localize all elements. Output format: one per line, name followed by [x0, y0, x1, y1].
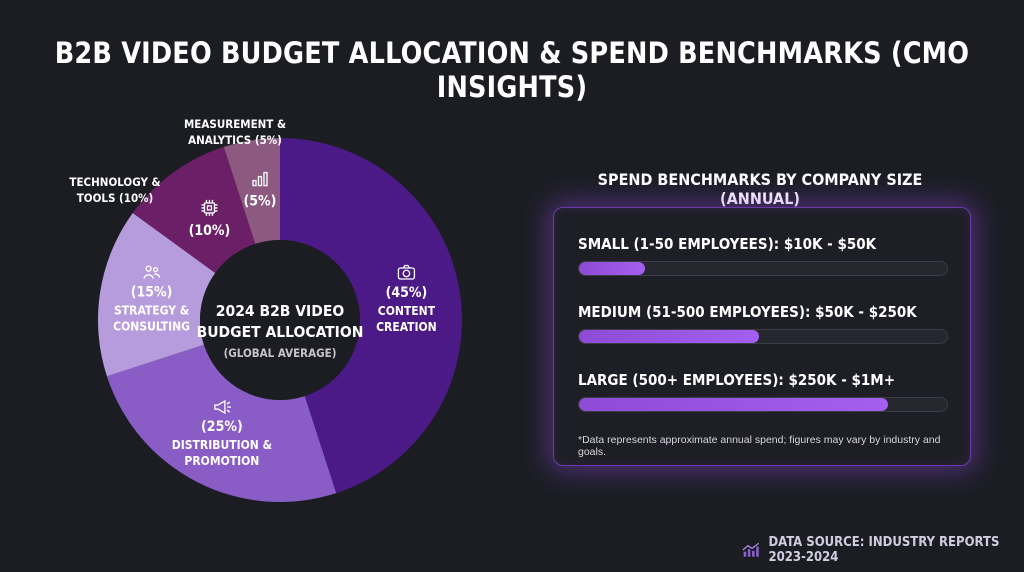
- benchmark-fill-large: [579, 398, 889, 411]
- technology-tools-name-line-1: TECHNOLOGY &: [69, 175, 160, 189]
- trend-chart-icon: [742, 542, 760, 557]
- slice-strategy-consulting: [97, 213, 216, 377]
- page-title: B2B VIDEO BUDGET ALLOCATION & SPEND BENC…: [54, 36, 970, 104]
- slice-icons: [143, 171, 416, 415]
- strategy-consulting-pct-label: (15%): [131, 285, 173, 301]
- center-title-line-2: BUDGET ALLOCATION: [197, 323, 364, 341]
- benchmark-track-medium: [578, 329, 948, 344]
- people-icon: [143, 265, 161, 279]
- center-title-line-1: 2024 B2B VIDEO: [216, 302, 345, 320]
- distribution-promotion-pct-label: (25%): [201, 419, 243, 435]
- donut-hole: [200, 240, 360, 400]
- technology-tools-name-line-2: TOOLS (10%): [77, 191, 154, 205]
- benchmarks-title: SPEND BENCHMARKS BY COMPANY SIZE (ANNUAL…: [597, 170, 923, 208]
- distribution-promotion-name-line-1: DISTRIBUTION &: [172, 438, 272, 452]
- slice-technology-tools: [132, 146, 256, 273]
- bar-chart-icon: [252, 171, 268, 187]
- benchmarks-footnote: *Data represents approximate annual spen…: [578, 434, 941, 458]
- technology-tools-pct-label: (10%): [189, 223, 231, 239]
- megaphone-icon: [214, 399, 231, 415]
- data-source-text: DATA SOURCE: INDUSTRY REPORTS 2023-2024: [768, 535, 1000, 565]
- distribution-promotion-name-line-2: PROMOTION: [184, 454, 259, 468]
- benchmark-label-large: LARGE (500+ EMPLOYEES): $250K - $1M+: [578, 371, 896, 389]
- slice-distribution-promotion: [106, 344, 337, 502]
- content-creation-pct-label: (45%): [386, 285, 428, 301]
- benchmarks-panel: SMALL (1-50 EMPLOYEES): $10K - $50K MEDI…: [553, 207, 971, 466]
- content-creation-name-line-1: CONTENT: [378, 304, 436, 318]
- benchmark-fill-medium: [579, 330, 760, 343]
- slice-labels: (45%) CONTENT CREATION (25%) DISTRIBUTION & P…: [69, 117, 436, 468]
- content-creation-name-line-2: CREATION: [376, 320, 437, 334]
- benchmark-track-large: [578, 397, 948, 412]
- center-subtitle: (GLOBAL AVERAGE): [224, 346, 337, 360]
- slice-measurement-analytics: [223, 138, 280, 244]
- benchmark-label-small: SMALL (1-50 EMPLOYEES): $10K - $50K: [578, 235, 877, 253]
- measurement-analytics-pct-label: (5%): [244, 194, 277, 210]
- measurement-analytics-name-line-1: MEASUREMENT &: [184, 117, 286, 131]
- chip-icon: [201, 199, 218, 216]
- strategy-consulting-name-line-1: STRATEGY &: [114, 304, 189, 318]
- data-source: DATA SOURCE: INDUSTRY REPORTS 2023-2024: [742, 535, 1024, 565]
- strategy-consulting-name-line-2: CONSULTING: [113, 320, 190, 334]
- benchmark-track-small: [578, 261, 948, 276]
- benchmark-label-medium: MEDIUM (51-500 EMPLOYEES): $50K - $250K: [578, 303, 917, 321]
- slice-content-creation: [280, 138, 463, 494]
- donut-slices: [97, 138, 463, 502]
- camera-icon: [397, 264, 416, 280]
- measurement-analytics-name-line-2: ANALYTICS (5%): [188, 133, 282, 147]
- benchmark-fill-small: [579, 262, 646, 275]
